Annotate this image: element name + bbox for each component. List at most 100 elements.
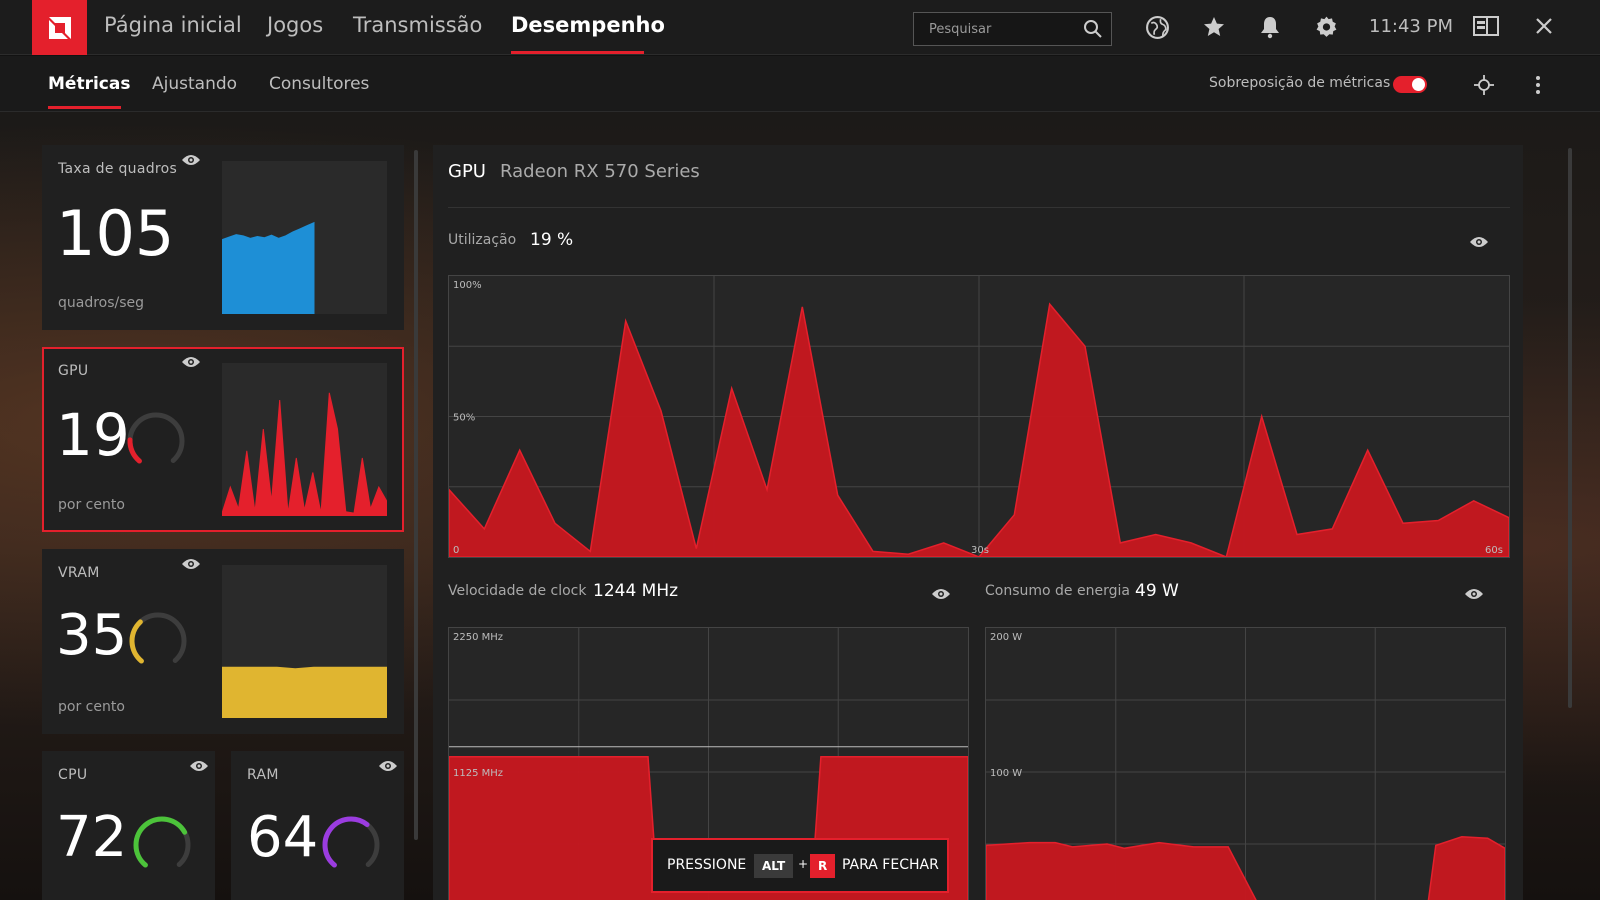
- eye-icon[interactable]: [189, 758, 209, 777]
- close-icon[interactable]: [1535, 17, 1553, 39]
- gpu-mini-chart-svg: [221, 392, 388, 517]
- tab-tuning[interactable]: Ajustando: [152, 74, 238, 94]
- metrics-overlay-toggle[interactable]: [1393, 76, 1427, 93]
- metrics-overlay-label: Sobreposição de métricas: [1209, 75, 1391, 91]
- eye-icon[interactable]: [181, 354, 201, 373]
- framerate-card[interactable]: Taxa de quadros 105 quadros/seg: [42, 145, 404, 330]
- globe-icon[interactable]: [1145, 15, 1170, 44]
- card-value: 19: [56, 401, 130, 469]
- series-area: [448, 302, 1510, 559]
- card-value: 105: [56, 197, 175, 270]
- ram-gauge: [322, 816, 380, 868]
- crosshair-icon[interactable]: [1474, 75, 1494, 99]
- gauge-fill: [322, 816, 370, 868]
- tab-advisors[interactable]: Consultores: [269, 74, 370, 94]
- utilization-chart: 100% 50% 0 30s 60s: [448, 275, 1510, 559]
- y-tick-label: 0: [453, 545, 459, 556]
- y-tick-label: 200 W: [990, 632, 1022, 643]
- gpu-gauge: [127, 412, 185, 464]
- x-tick-label: 30s: [971, 545, 989, 556]
- r-key-badge: R: [810, 854, 836, 878]
- vram-gauge: [129, 612, 187, 664]
- cpu-card[interactable]: CPU 72: [42, 751, 215, 900]
- divider: [448, 207, 1510, 208]
- mini-chart-area: [221, 221, 315, 315]
- y-tick-label: 2250 MHz: [453, 632, 503, 643]
- gpu-detail-panel: GPU Radeon RX 570 Series Utilização 19 %…: [433, 145, 1523, 900]
- card-value: 64: [247, 805, 319, 870]
- utilization-chart-svg: 100% 50% 0 30s 60s: [448, 276, 1510, 559]
- y-tick-label: 100 W: [990, 768, 1022, 779]
- close-hint-popup: PRESSIONE ALT + R PARA FECHAR: [651, 838, 949, 893]
- gpu-card[interactable]: GPU 19 por cento: [42, 347, 404, 532]
- card-value: 72: [56, 805, 128, 870]
- card-unit: quadros/seg: [58, 295, 145, 311]
- card-unit: por cento: [58, 699, 125, 715]
- gauge-track: [127, 412, 185, 464]
- card-unit: por cento: [58, 497, 125, 513]
- amd-logo-icon[interactable]: [32, 0, 87, 55]
- vram-card[interactable]: VRAM 35 por cento: [42, 549, 404, 734]
- eye-icon[interactable]: [181, 152, 201, 171]
- sub-navigation-bar: Métricas Ajustando Consultores Sobreposi…: [0, 56, 1600, 112]
- clock-speed-label: Velocidade de clock: [448, 583, 587, 599]
- popup-close-text: PARA FECHAR: [842, 857, 939, 873]
- toggle-knob: [1412, 78, 1425, 91]
- eye-icon[interactable]: [378, 758, 398, 777]
- vram-mini-chart-svg: [221, 666, 388, 719]
- search-icon[interactable]: [1083, 19, 1103, 43]
- vram-mini-chart: [221, 565, 388, 719]
- card-title: Taxa de quadros: [58, 161, 178, 177]
- y-tick-label: 50%: [453, 413, 475, 424]
- card-title: CPU: [58, 767, 88, 783]
- window-layout-icon[interactable]: [1473, 15, 1499, 41]
- series-area: [985, 836, 1506, 900]
- popup-press-text: PRESSIONE: [667, 857, 747, 873]
- utilization-label: Utilização: [448, 232, 517, 248]
- cpu-gauge: [133, 816, 191, 868]
- tab-active-indicator: [48, 106, 121, 109]
- eye-icon[interactable]: [931, 586, 951, 605]
- panel-gpu-label: GPU: [448, 161, 486, 182]
- star-icon[interactable]: [1202, 15, 1226, 43]
- popup-plus: +: [798, 857, 809, 871]
- eye-icon[interactable]: [1469, 234, 1489, 253]
- alt-key-badge: ALT: [754, 854, 794, 878]
- clock-speed-value: 1244 MHz: [593, 581, 679, 601]
- gpu-mini-chart: [221, 363, 388, 517]
- clock-time: 11:43 PM: [1369, 16, 1453, 37]
- more-options-icon[interactable]: [1535, 75, 1541, 99]
- search-placeholder: Pesquisar: [929, 22, 992, 37]
- framerate-mini-chart-svg: [221, 221, 315, 315]
- settings-gear-icon[interactable]: [1314, 15, 1339, 44]
- nav-home[interactable]: Página inicial: [104, 13, 242, 37]
- framerate-mini-chart: [221, 161, 387, 315]
- nav-performance[interactable]: Desempenho: [511, 13, 665, 37]
- ram-card[interactable]: RAM 64: [231, 751, 404, 900]
- nav-streaming[interactable]: Transmissão: [353, 13, 483, 37]
- card-value: 35: [56, 603, 128, 668]
- notification-bell-icon[interactable]: [1258, 15, 1282, 43]
- left-scrollbar[interactable]: [414, 150, 418, 840]
- power-label: Consumo de energia: [985, 583, 1130, 599]
- right-scrollbar[interactable]: [1568, 148, 1572, 708]
- gauge-fill: [133, 816, 188, 868]
- x-tick-label: 60s: [1485, 545, 1503, 556]
- card-title: VRAM: [58, 565, 100, 581]
- top-navigation-bar: Página inicial Jogos Transmissão Desempe…: [0, 0, 1600, 55]
- card-title: RAM: [247, 767, 279, 783]
- y-tick-label: 1125 MHz: [453, 768, 503, 779]
- card-title: GPU: [58, 363, 89, 379]
- tab-metrics[interactable]: Métricas: [48, 74, 131, 94]
- nav-games[interactable]: Jogos: [267, 13, 324, 37]
- eye-icon[interactable]: [181, 556, 201, 575]
- mini-chart-area: [221, 666, 388, 719]
- search-input[interactable]: Pesquisar: [913, 12, 1112, 46]
- power-value: 49 W: [1135, 581, 1179, 601]
- mini-chart-area: [221, 392, 388, 517]
- utilization-value: 19 %: [530, 230, 574, 250]
- gpu-model-name: Radeon RX 570 Series: [500, 161, 700, 182]
- eye-icon[interactable]: [1464, 586, 1484, 605]
- gauge-fill: [129, 619, 144, 664]
